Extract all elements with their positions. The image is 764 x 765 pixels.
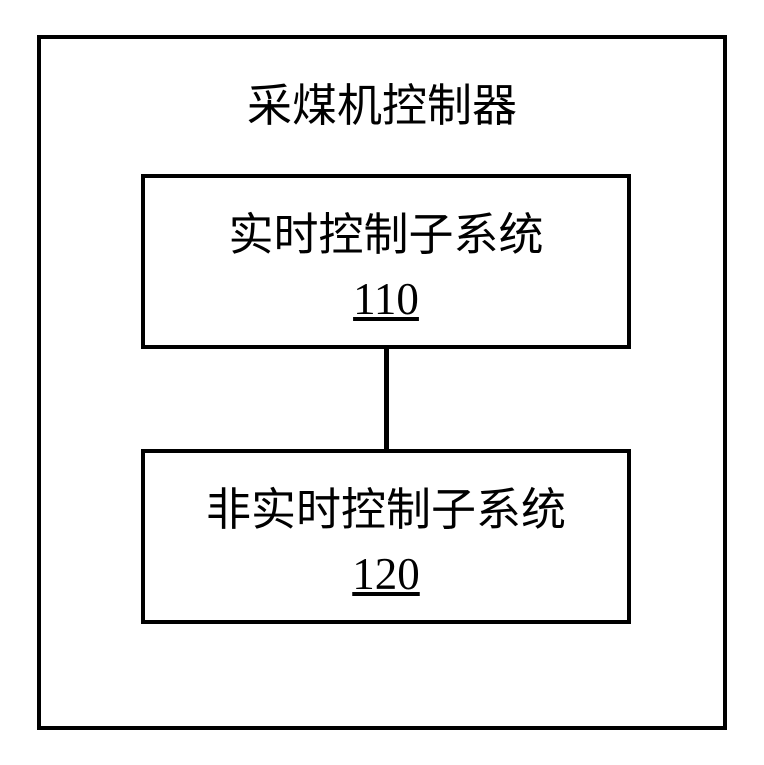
- diagram-container: 采煤机控制器 实时控制子系统 110 非实时控制子系统 120: [37, 35, 727, 730]
- node-nonrealtime-subsystem: 非实时控制子系统 120: [141, 449, 631, 624]
- node-realtime-subsystem: 实时控制子系统 110: [141, 174, 631, 349]
- node-number: 110: [353, 273, 419, 325]
- node-number: 120: [352, 548, 420, 600]
- node-label: 非实时控制子系统: [206, 473, 566, 538]
- connector-line: [384, 349, 389, 449]
- node-label: 实时控制子系统: [228, 198, 543, 263]
- diagram-title: 采煤机控制器: [247, 69, 517, 134]
